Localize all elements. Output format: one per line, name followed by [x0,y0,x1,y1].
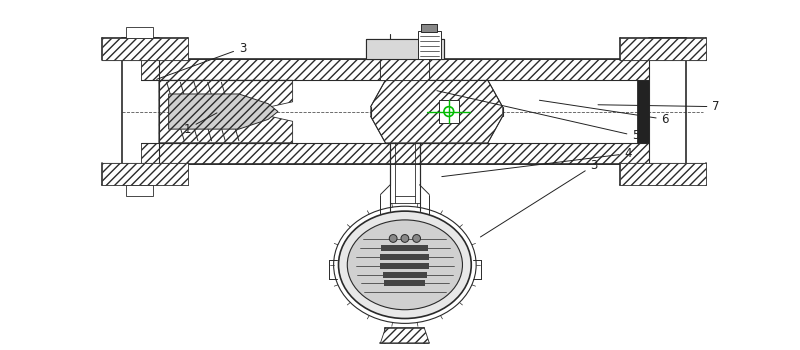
Polygon shape [102,163,188,185]
Text: 6: 6 [539,100,669,126]
Bar [126,185,153,196]
Polygon shape [649,164,686,185]
Bar [638,80,649,143]
Bar [381,254,430,260]
Bar [366,39,444,59]
Polygon shape [649,38,686,59]
Polygon shape [381,328,430,343]
Bar [422,24,437,32]
Circle shape [390,234,397,242]
Bar [383,272,427,278]
Text: 1: 1 [183,113,217,135]
Polygon shape [370,80,502,143]
Polygon shape [142,59,649,80]
Polygon shape [169,94,278,129]
Circle shape [401,234,409,242]
Text: 3: 3 [157,42,246,79]
Bar [439,100,458,123]
Text: 5: 5 [437,91,640,142]
Bar [384,280,426,286]
Polygon shape [620,38,706,60]
Polygon shape [122,164,159,185]
Polygon shape [159,80,293,143]
Text: 7: 7 [598,100,720,113]
Ellipse shape [338,211,471,318]
Circle shape [413,234,421,242]
Polygon shape [122,38,159,59]
Polygon shape [381,59,430,80]
Bar [382,245,428,251]
Polygon shape [142,143,649,164]
Circle shape [444,107,454,117]
Polygon shape [620,163,706,185]
Ellipse shape [347,220,462,310]
Bar [418,32,441,59]
Polygon shape [102,38,188,60]
Text: 3: 3 [481,159,598,237]
Bar [142,80,649,143]
Bar [126,27,153,38]
Bar [381,263,430,269]
Text: 4: 4 [442,147,632,177]
